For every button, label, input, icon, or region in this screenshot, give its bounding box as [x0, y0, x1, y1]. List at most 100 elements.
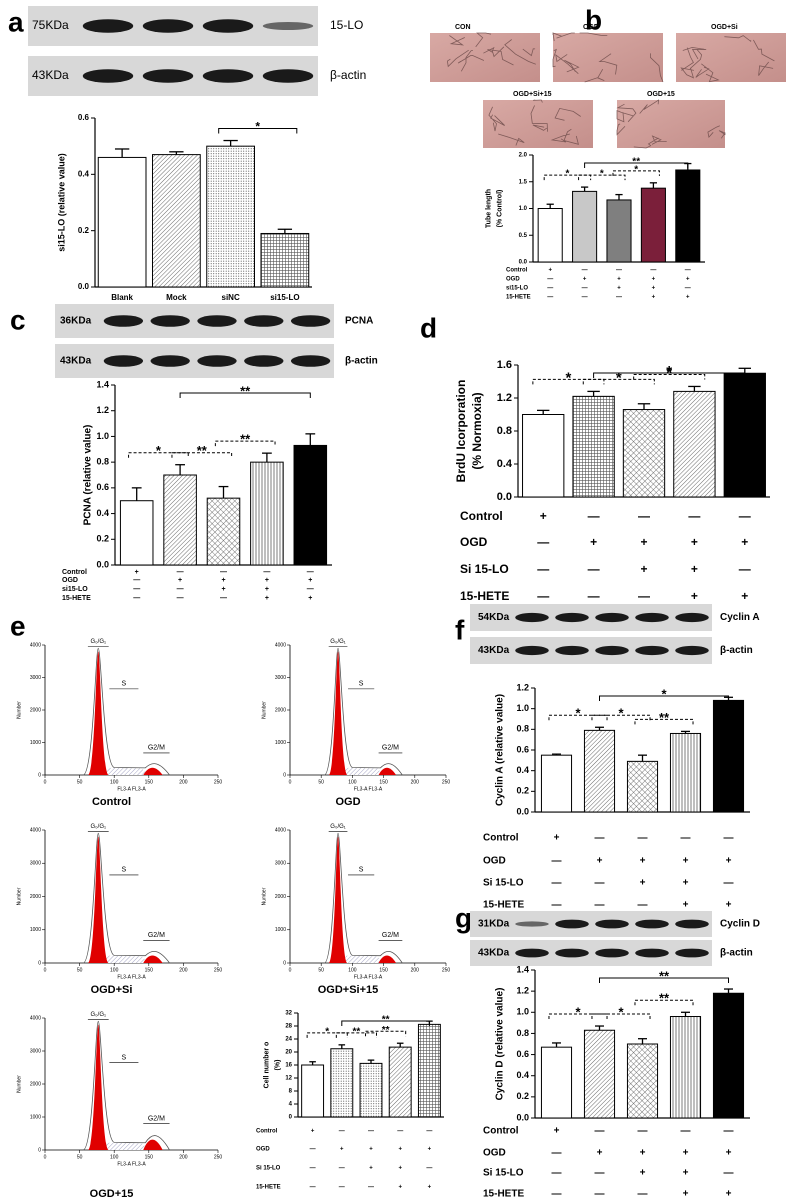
bar	[675, 169, 701, 263]
blot-size: 31KDa	[478, 919, 510, 930]
y-tick-label: 1000	[30, 1114, 41, 1120]
g2-peak	[143, 1139, 163, 1150]
condition-mark: +	[652, 277, 656, 283]
histogram-title: Control	[92, 796, 131, 808]
blot-band	[635, 919, 669, 929]
blot-band	[150, 315, 190, 327]
condition-mark: +	[369, 1166, 373, 1172]
bar	[537, 208, 563, 263]
y-tick-label: 1000	[275, 740, 286, 746]
y-tick-label: 8	[289, 1089, 293, 1095]
condition-mark: +	[640, 1168, 646, 1179]
histogram-title: OGD	[335, 796, 360, 808]
panel-label: f	[455, 614, 465, 645]
blot-band	[555, 612, 589, 623]
blot-band	[595, 645, 629, 656]
bar-chart: c 36KDa PCNA 43KDa β-actin 0.0 0.2 0.4 0.6 0.8 1.0…	[10, 304, 378, 602]
micrograph	[553, 33, 663, 82]
y-axis-label: si15-LO (relative value)	[56, 153, 66, 252]
x-tick-label: 50	[318, 967, 324, 973]
y-tick-label: 0.0	[516, 1112, 529, 1122]
significance-bracket	[634, 999, 694, 1006]
gate-label: S	[359, 681, 364, 688]
histogram-frame	[44, 645, 218, 776]
bar	[626, 760, 659, 813]
condition-mark: —	[547, 295, 553, 301]
condition-name: Control	[62, 569, 87, 576]
y-tick-label: 4000	[30, 1015, 41, 1021]
condition-name: Control	[483, 833, 519, 844]
g2-peak	[378, 955, 397, 963]
y-tick-label: 2000	[275, 894, 286, 900]
significance-bracket	[365, 1030, 407, 1037]
condition-mark: +	[398, 1147, 402, 1153]
histogram-outline	[82, 832, 170, 964]
y-axis-label: (%)	[274, 1060, 281, 1071]
condition-mark: —	[307, 569, 314, 576]
condition-mark: —	[220, 569, 227, 576]
condition-mark: +	[640, 856, 646, 867]
blot-band	[675, 645, 709, 656]
blot-band	[595, 612, 629, 623]
bar	[540, 754, 573, 813]
condition-mark: +	[265, 586, 269, 593]
s-phase	[103, 955, 149, 963]
blot-band	[262, 22, 314, 30]
significance-bracket	[543, 174, 592, 181]
y-tick-label: 2000	[275, 707, 286, 713]
condition-mark: —	[681, 1126, 691, 1137]
significance-bracket	[335, 1032, 377, 1038]
y-tick-label: 0.2	[516, 786, 529, 796]
blot	[55, 304, 334, 338]
y-tick-label: 0	[283, 772, 286, 778]
micrograph-vessels	[552, 32, 664, 83]
significance-bracket	[218, 128, 298, 134]
y-axis-label: Tube length	[485, 189, 492, 228]
gate-label: G2/M	[382, 745, 399, 752]
y-tick-label: 0	[38, 960, 41, 966]
x-axis-label: FL3-A FL3-A	[117, 1161, 146, 1167]
condition-mark: —	[595, 900, 605, 911]
x-tick-label: 250	[214, 967, 223, 973]
significance-bracket	[599, 695, 729, 701]
blot-band	[202, 69, 254, 83]
y-axis-label: Cell number o	[263, 1042, 270, 1089]
y-tick-label: 3000	[275, 675, 286, 681]
condition-mark: +	[540, 509, 547, 523]
y-tick-label: 0.4	[497, 458, 513, 470]
x-tick-label: 150	[145, 1154, 154, 1160]
blot-band	[595, 919, 629, 929]
significance-bracket	[578, 174, 626, 181]
y-axis-label: Cyclin A (relative value)	[495, 694, 506, 806]
blot-size: 54KDa	[478, 612, 510, 623]
x-tick-label: 100	[110, 779, 119, 785]
blot-protein: β-actin	[720, 948, 753, 959]
x-tick-label: 0	[289, 779, 292, 785]
condition-mark: +	[683, 900, 689, 911]
blot-band	[202, 19, 254, 33]
blot-size: 43KDa	[60, 356, 92, 367]
blot	[55, 344, 334, 378]
condition-mark: +	[428, 1185, 432, 1191]
significance-label: **	[353, 1026, 361, 1037]
blot-band	[595, 948, 629, 958]
blot-band	[555, 948, 589, 958]
condition-mark: —	[724, 878, 734, 889]
y-tick-label: 0.5	[519, 233, 528, 239]
y-tick-label: 4	[289, 1102, 293, 1108]
micrograph-label: OGD+Si	[711, 24, 738, 31]
y-tick-label: 0.0	[516, 806, 529, 816]
blot-band	[515, 921, 549, 927]
condition-mark: —	[537, 562, 549, 576]
condition-mark: —	[552, 878, 562, 889]
x-tick-label: 50	[77, 779, 83, 785]
y-tick-label: 0.2	[96, 534, 109, 544]
significance-bracket	[306, 1032, 348, 1038]
condition-mark: —	[552, 856, 562, 867]
bar	[606, 199, 632, 263]
bar	[206, 145, 255, 288]
micrograph-label: CON	[455, 24, 471, 31]
significance-label: *	[618, 1004, 624, 1019]
